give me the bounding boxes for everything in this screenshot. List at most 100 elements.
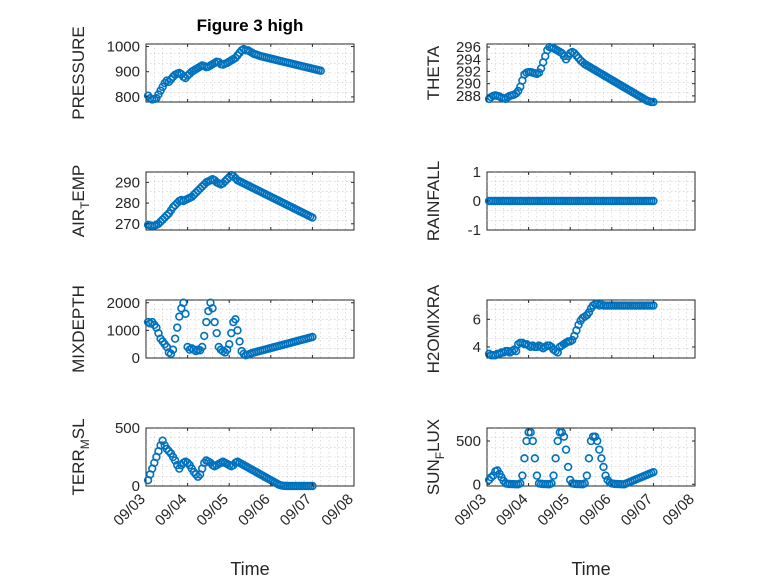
data-point xyxy=(195,184,205,193)
x-tick-label: 09/03 xyxy=(451,491,490,530)
data-point xyxy=(156,217,165,226)
data-point xyxy=(551,454,560,463)
x-tick-label: 09/08 xyxy=(659,491,698,530)
data-point xyxy=(168,203,178,212)
data-point xyxy=(220,177,230,186)
data-point xyxy=(225,339,234,349)
x-tick-label: 09/07 xyxy=(277,491,316,530)
y-tick-label: 292 xyxy=(456,63,481,80)
subplot-terr-msl: 0 500 TERRMSL 09/03 09/04 09/05 09/06 09/07 09/0… xyxy=(69,418,357,579)
x-tick-label: 09/04 xyxy=(493,491,532,530)
y-tick-label: 280 xyxy=(115,195,140,212)
data-point xyxy=(308,332,317,342)
x-tick-label: 09/05 xyxy=(534,491,573,530)
y-axis-label: H2OMIXRA xyxy=(424,284,443,373)
data-point xyxy=(189,190,199,199)
subplot-h2omixra: 4 6 H2OMIXRA xyxy=(424,284,696,373)
data-point xyxy=(553,436,562,446)
data-point xyxy=(170,334,180,343)
y-tick-label: 1000 xyxy=(107,322,140,339)
data-point xyxy=(649,467,658,477)
data-point xyxy=(212,328,221,338)
data-point xyxy=(218,179,228,188)
y-axis-label: PRESSURE xyxy=(69,26,88,120)
data-point xyxy=(582,471,592,480)
data-point xyxy=(549,471,558,480)
y-tick-label: 288 xyxy=(456,88,481,105)
data-point xyxy=(166,349,176,359)
data-point xyxy=(486,473,496,482)
data-point xyxy=(197,342,207,352)
data-point xyxy=(231,315,240,324)
data-point xyxy=(183,458,192,467)
data-point xyxy=(158,215,167,224)
data-point xyxy=(191,188,201,197)
data-point xyxy=(516,479,525,488)
data-point xyxy=(599,462,608,472)
y-tick-label: 500 xyxy=(115,420,140,437)
data-point xyxy=(229,171,238,181)
data-point xyxy=(160,213,169,222)
data-point xyxy=(164,447,174,456)
y-tick-label: 900 xyxy=(115,64,140,81)
y-tick-label: 294 xyxy=(456,51,481,68)
data-point xyxy=(561,445,571,454)
x-axis-label: Time xyxy=(571,559,610,579)
x-tick-label: 09/06 xyxy=(235,491,274,530)
y-tick-label: 800 xyxy=(115,89,140,106)
x-tick-label: 09/04 xyxy=(152,491,191,530)
y-tick-label: 0 xyxy=(473,476,481,493)
data-point xyxy=(520,454,529,463)
subplot-air-temp: 270 280 290 AIRTEMP xyxy=(69,165,355,237)
y-axis-label: TERRMSL xyxy=(69,418,92,495)
y-axis-label: SUNFLUX xyxy=(424,419,447,495)
data-point xyxy=(568,335,577,345)
y-tick-label: 290 xyxy=(456,76,481,93)
data-point xyxy=(208,304,217,313)
y-tick-label: 0 xyxy=(132,350,140,367)
data-point xyxy=(170,200,180,210)
data-point xyxy=(563,462,573,472)
data-point xyxy=(590,432,600,441)
x-tick-label: 09/08 xyxy=(318,491,357,530)
data-point xyxy=(200,331,209,341)
x-tick-label: 09/06 xyxy=(576,491,615,530)
data-point xyxy=(526,428,535,437)
data-point xyxy=(308,481,317,491)
data-point xyxy=(595,445,604,454)
data-point xyxy=(597,454,606,463)
data-point xyxy=(532,471,542,480)
subplot-rainfall: -1 0 1 RAINFALL xyxy=(424,161,696,241)
y-tick-label: 290 xyxy=(115,174,140,191)
data-point xyxy=(649,97,658,107)
y-tick-label: 4 xyxy=(473,339,481,356)
y-tick-label: 1 xyxy=(473,164,481,181)
data-point xyxy=(308,213,317,222)
y-axis-label: MIXDEPTH xyxy=(69,285,88,373)
x-tick-label: 09/07 xyxy=(618,491,657,530)
data-point xyxy=(233,326,242,335)
data-point xyxy=(202,317,211,327)
data-point xyxy=(584,308,594,317)
data-point xyxy=(518,471,527,480)
data-point xyxy=(649,196,658,206)
subplot-mixdepth: 0 1000 2000 MIXDEPTH xyxy=(69,285,355,373)
data-point xyxy=(557,428,567,437)
data-point xyxy=(593,436,602,446)
data-point xyxy=(168,345,178,354)
x-tick-label: 09/03 xyxy=(110,491,149,530)
figure-title: Figure 3 high xyxy=(197,16,304,35)
data-point xyxy=(181,309,190,319)
data-point xyxy=(235,337,244,346)
y-tick-label: 500 xyxy=(456,433,481,450)
y-tick-label: 6 xyxy=(473,311,481,328)
x-axis-label: Time xyxy=(230,559,269,579)
y-tick-label: 2000 xyxy=(107,295,140,312)
data-point xyxy=(601,471,610,480)
data-point xyxy=(534,68,544,77)
data-point xyxy=(210,317,219,327)
data-point xyxy=(170,456,180,465)
